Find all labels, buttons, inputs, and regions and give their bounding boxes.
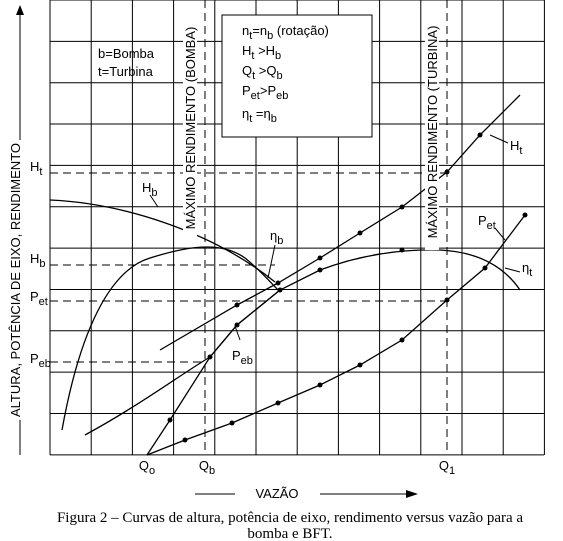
legend-item: Pet>Peb — [242, 83, 288, 102]
dashed-guides — [50, 0, 448, 455]
y-label: Peb — [30, 351, 51, 370]
y-label: Hb — [30, 251, 46, 270]
x-label: Qo — [139, 458, 155, 477]
subscript: b — [39, 258, 45, 270]
text-part: η — [522, 260, 529, 275]
text-part: H — [30, 159, 39, 174]
subscript: t — [519, 145, 522, 157]
subscript: 1 — [449, 465, 455, 477]
text-part: P — [232, 348, 241, 363]
text-part: Q — [139, 458, 149, 473]
x-label: Qb — [199, 458, 215, 477]
subscript: b — [271, 113, 277, 125]
subscript: b — [277, 235, 283, 247]
subscript: et — [39, 296, 48, 308]
subscript: b — [277, 70, 283, 82]
subscript: b — [151, 187, 157, 199]
arrow-head — [16, 5, 24, 15]
caption: Figura 2 – Curvas de altura, potência de… — [57, 510, 523, 526]
subscript: t — [249, 30, 252, 42]
subscript: eb — [276, 90, 288, 102]
curve-label: Hb — [142, 180, 158, 199]
text-part: Q — [199, 458, 209, 473]
legend-item: ηt =ηb — [242, 106, 277, 125]
definition: t=Turbina — [98, 64, 154, 79]
text-part: H — [30, 251, 39, 266]
text-part: >H — [254, 43, 275, 58]
definition: b=Bomba — [98, 46, 155, 61]
subscript: o — [149, 465, 155, 477]
text-part: Q — [242, 63, 252, 78]
curve-label: Ht — [510, 138, 522, 157]
curve-dots — [167, 132, 528, 443]
arrow-head — [406, 490, 418, 498]
subscript: t — [252, 70, 255, 82]
subscript: b — [209, 465, 215, 477]
label-bg — [183, 20, 197, 240]
label-bg — [425, 20, 439, 250]
text-part: =n — [252, 23, 267, 38]
y-label: Pet — [30, 289, 48, 308]
subscript: eb — [241, 355, 253, 367]
curves — [49, 94, 526, 456]
text-part: (rotação) — [273, 23, 329, 38]
legend-box — [221, 14, 373, 138]
curve-label: Pet — [478, 213, 496, 232]
subscript: b — [275, 50, 281, 62]
x-label: Q1 — [439, 458, 455, 477]
text-part: n — [242, 23, 249, 38]
max-efficiency-label: MÁXIMO RENDIMENTO (TURBINA) — [425, 26, 440, 239]
subscript: eb — [39, 358, 51, 370]
leaders — [149, 134, 521, 341]
curve-label: ηt — [522, 260, 532, 279]
text-part: η — [242, 106, 249, 121]
text-part: η — [270, 228, 277, 243]
curve-label: Peb — [232, 348, 253, 367]
text-part: Q — [439, 458, 449, 473]
x-axis-label: VAZÃO — [255, 486, 298, 501]
text-part: P — [30, 351, 39, 366]
max-efficiency-label: MÁXIMO RENDIMENTO (BOMBA) — [183, 27, 198, 230]
text-part: P — [242, 83, 251, 98]
subscript: t — [249, 113, 252, 125]
text-part: P — [478, 213, 487, 228]
legend-item: Qt >Qb — [242, 63, 283, 82]
text-part: P — [30, 289, 39, 304]
text-part: H — [142, 180, 151, 195]
text-part: >Q — [255, 63, 276, 78]
subscript: t — [251, 50, 254, 62]
text-part: =η — [252, 106, 270, 121]
subscript: t — [529, 267, 532, 279]
subscript: t — [39, 166, 42, 178]
curve-label: ηb — [270, 228, 283, 247]
subscript: et — [251, 90, 260, 102]
y-axis-label: ALTURA, POTÊNCIA DE EIXO, RENDIMENTO — [8, 143, 23, 417]
text-part: >P — [260, 83, 276, 98]
subscript: et — [487, 220, 496, 232]
legend-item: Ht >Hb — [242, 43, 281, 62]
subscript: b — [267, 30, 273, 42]
text-part: H — [510, 138, 519, 153]
text-part: H — [242, 43, 251, 58]
caption: bomba e BFT. — [247, 526, 332, 541]
legend-item: nt=nb (rotação) — [242, 23, 329, 42]
y-label: Ht — [30, 159, 42, 178]
